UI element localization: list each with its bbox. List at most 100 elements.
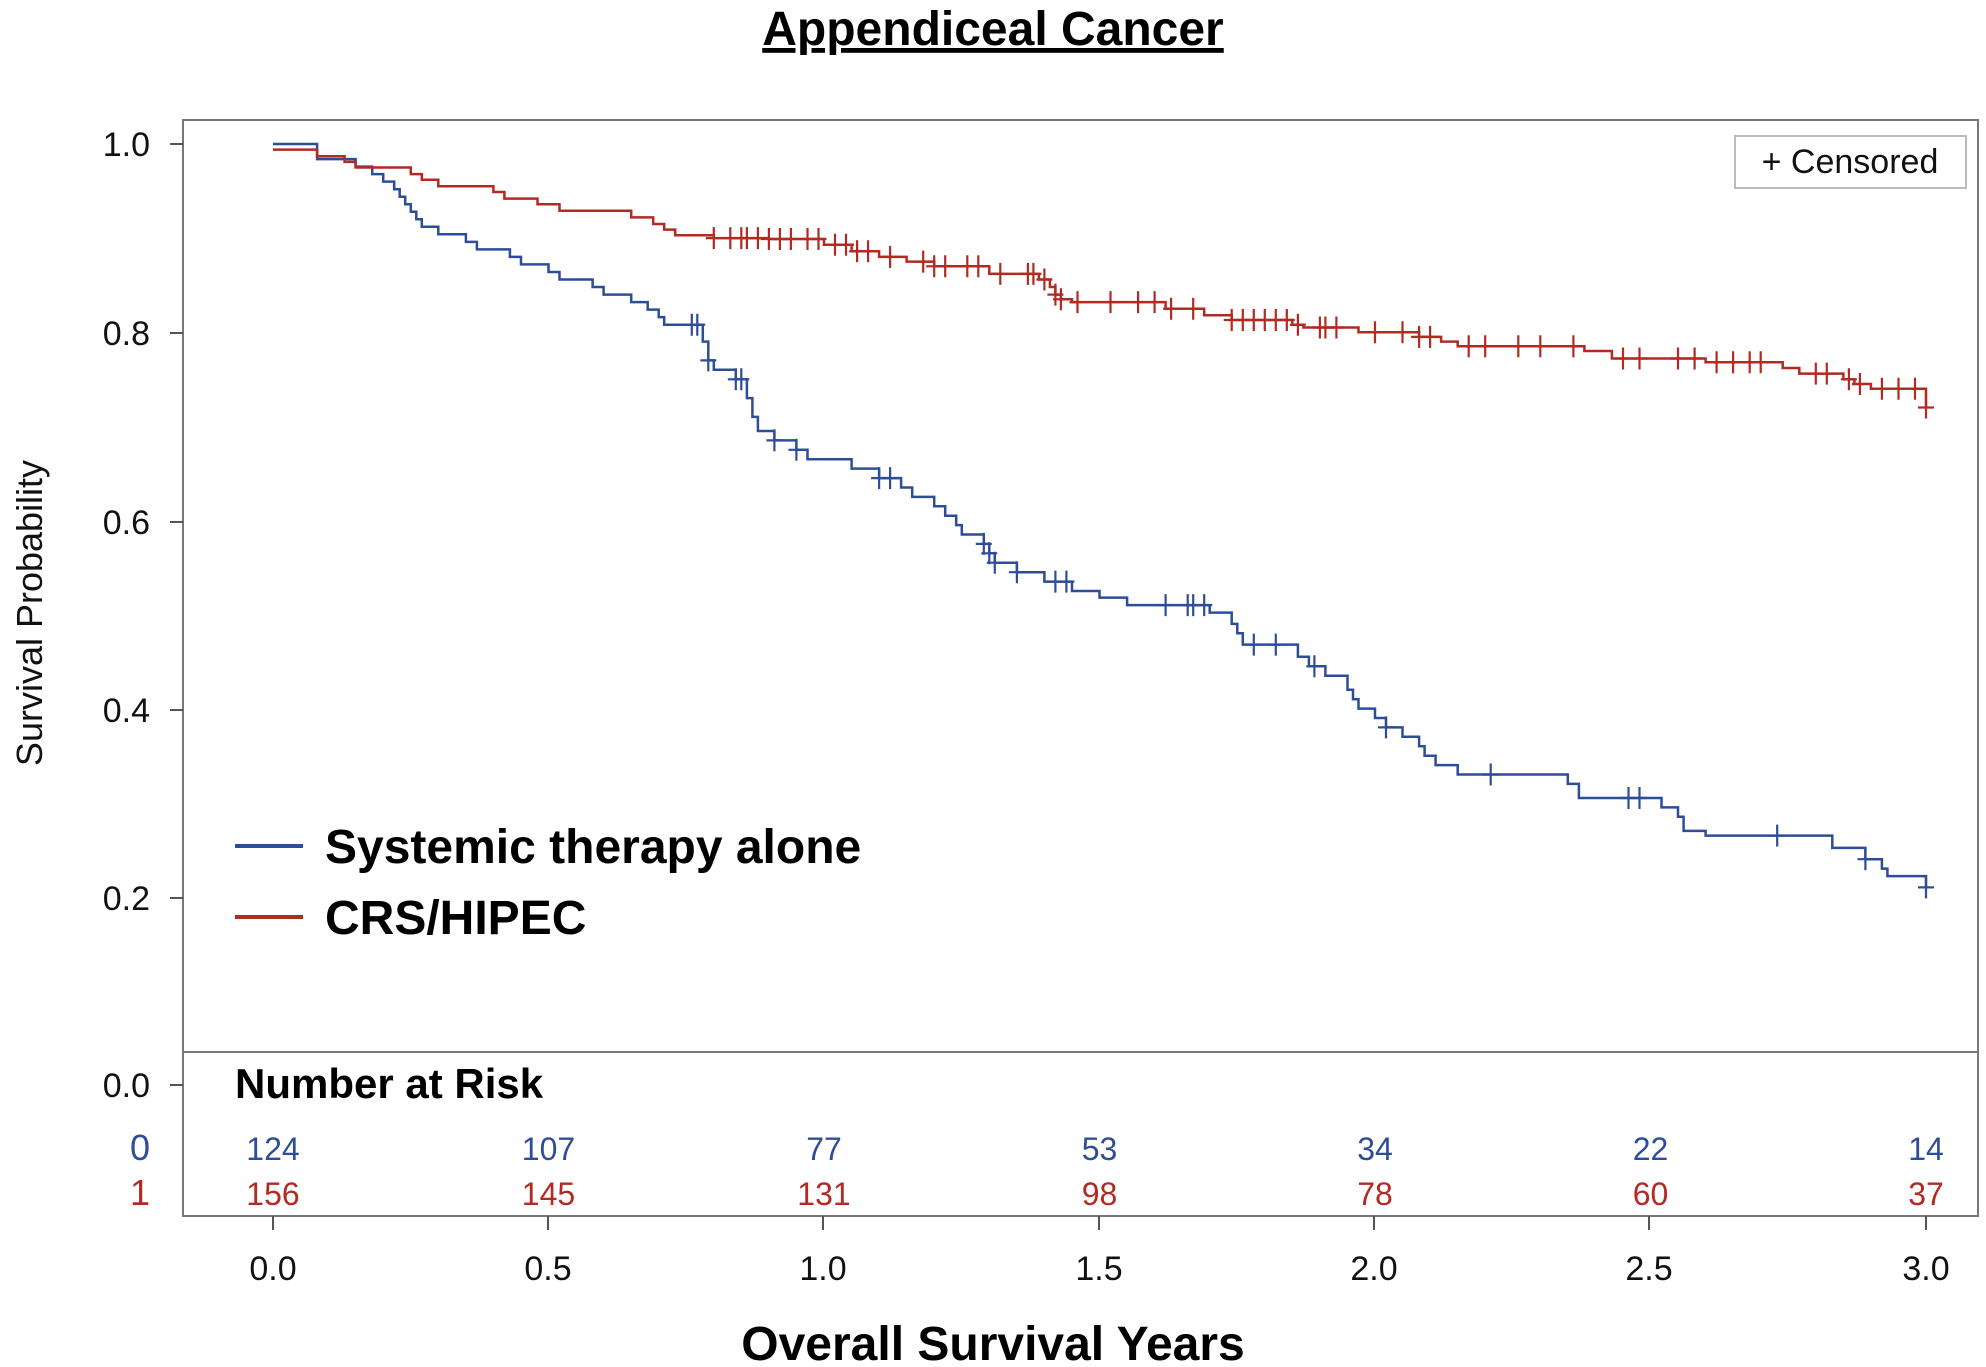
censor-mark [1130, 291, 1147, 314]
censor-mark [882, 467, 899, 490]
x-tick-label: 1.5 [1075, 1250, 1122, 1288]
risk-value: 156 [246, 1176, 299, 1212]
censor-mark [1460, 335, 1477, 358]
series-line-systemic [273, 142, 1928, 888]
x-axis-label: Overall Survival Years [741, 1318, 1244, 1367]
risk-table-title: Number at Risk [235, 1060, 544, 1107]
censor-mark [915, 250, 932, 273]
x-tick-label: 1.0 [799, 1250, 846, 1288]
y-tick-label: 0.4 [103, 692, 150, 730]
y-tick-label: 0.2 [103, 880, 150, 918]
censor-mark [733, 368, 750, 391]
censor-mark [838, 233, 854, 256]
censor-mark [1857, 848, 1874, 871]
risk-value: 53 [1082, 1131, 1118, 1167]
y-tick-label: 0.8 [103, 315, 150, 353]
censor-mark [1306, 655, 1323, 678]
censor-mark [1069, 291, 1086, 314]
censored-legend: + Censored [1734, 135, 1967, 189]
censor-mark [882, 245, 899, 268]
censor-mark [1873, 377, 1890, 400]
censor-mark [1631, 787, 1648, 809]
censor-mark [1670, 347, 1686, 370]
censor-mark [1532, 335, 1549, 358]
censor-mark [1185, 297, 1202, 320]
risk-value: 78 [1357, 1176, 1393, 1212]
censor-mark [1278, 309, 1295, 331]
censor-mark [1052, 288, 1069, 311]
risk-value: 131 [797, 1176, 850, 1212]
censor-mark [1025, 262, 1042, 285]
x-tick-label: 0.5 [524, 1250, 571, 1288]
risk-row-label-1: 1 [130, 1172, 150, 1213]
censor-mark [1565, 335, 1582, 358]
y-axis: 1.0 0.8 0.6 0.4 0.2 0.0 [103, 126, 183, 1105]
censor-mark [1036, 268, 1053, 291]
censor-mark [1058, 570, 1075, 593]
risk-value: 145 [522, 1176, 575, 1212]
x-axis: 0.0 0.5 1.0 1.5 2.0 2.5 3.0 [249, 1216, 1950, 1288]
y-tick-label: 1.0 [103, 126, 150, 164]
censored-legend-label: + Censored [1762, 143, 1939, 181]
risk-value: 60 [1633, 1176, 1669, 1212]
x-tick-label: 2.5 [1625, 1250, 1672, 1288]
censor-mark [1328, 316, 1345, 339]
x-tick-label: 0.0 [249, 1250, 296, 1288]
censor-mark [766, 429, 783, 452]
censor-mark [782, 228, 799, 250]
risk-value: 34 [1357, 1131, 1393, 1167]
censor-mark [1422, 325, 1439, 348]
censor-mark [700, 349, 717, 372]
risk-value: 98 [1082, 1176, 1118, 1212]
censor-mark [1686, 347, 1703, 370]
legend-label-crs-hipec: CRS/HIPEC [325, 892, 586, 945]
censor-mark [986, 551, 1003, 574]
censor-mark [1267, 633, 1284, 656]
censor-mark [1289, 313, 1306, 336]
y-tick-label: 0.6 [103, 504, 150, 542]
censor-mark [1510, 335, 1527, 358]
censor-mark [1378, 716, 1394, 739]
survival-curves [273, 142, 1934, 899]
censor-mark [1918, 396, 1934, 419]
censored-legend-box [1734, 135, 1967, 189]
x-tick-label: 3.0 [1902, 1250, 1949, 1288]
censor-mark [1752, 351, 1769, 374]
censor-mark [810, 228, 827, 250]
censor-mark [992, 262, 1009, 285]
y-tick-label: 0.0 [103, 1067, 150, 1105]
y-axis-label: Survival Probability [9, 460, 50, 766]
censor-mark [1769, 824, 1786, 847]
censor-mark [1367, 321, 1383, 344]
censor-mark [1163, 297, 1180, 320]
censor-mark [1725, 351, 1742, 374]
censor-mark [1851, 373, 1868, 395]
censor-mark [1840, 368, 1857, 391]
risk-row-label-0: 0 [130, 1127, 150, 1168]
censor-mark [1890, 377, 1907, 400]
censor-mark [1482, 763, 1499, 786]
risk-table: Number at Risk 0 1 124 107 77 53 34 22 14 156 14… [130, 1060, 1944, 1213]
censor-mark [788, 438, 805, 461]
x-tick-label: 2.0 [1350, 1250, 1397, 1288]
censor-mark [1818, 362, 1835, 385]
censor-mark [1102, 291, 1119, 314]
censor-mark [970, 255, 987, 278]
censor-mark [689, 313, 706, 336]
censor-mark [1394, 321, 1411, 344]
risk-value: 37 [1908, 1176, 1944, 1212]
censor-mark [1146, 291, 1163, 314]
censor-mark [1907, 377, 1923, 400]
chart-title: Appendiceal Cancer [762, 3, 1223, 56]
legend-label-systemic: Systemic therapy alone [325, 821, 861, 874]
risk-value: 107 [522, 1131, 575, 1167]
risk-value: 77 [806, 1131, 842, 1167]
series-legend: Systemic therapy alone CRS/HIPEC [235, 821, 861, 945]
censor-mark [1708, 351, 1725, 374]
risk-value: 124 [246, 1131, 299, 1167]
censor-mark [1196, 594, 1213, 617]
censor-mark [705, 227, 722, 250]
censor-mark [1477, 335, 1494, 358]
risk-value: 22 [1633, 1131, 1669, 1167]
